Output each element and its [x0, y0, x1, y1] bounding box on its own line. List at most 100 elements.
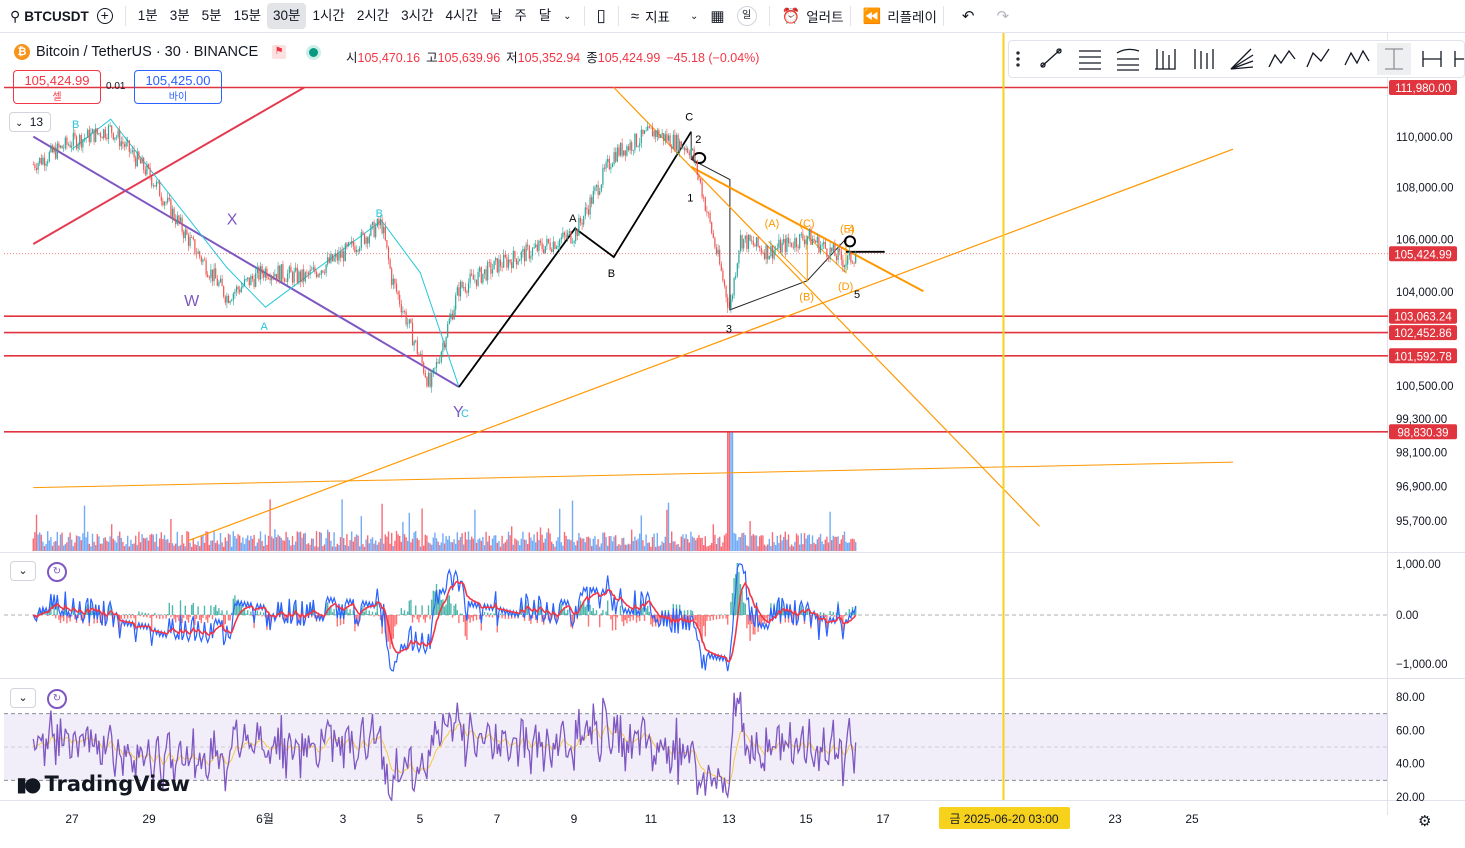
replay-button[interactable]: ⏪ 리플레이: [857, 0, 937, 32]
macd-histogram-bar: [631, 615, 633, 617]
candle-body: [690, 149, 692, 156]
volume-bar: [842, 535, 844, 551]
tradingview-logo[interactable]: ▮● TradingView: [16, 772, 190, 796]
redo-icon[interactable]: ↷: [996, 8, 1010, 25]
volume-bar: [755, 535, 758, 551]
volume-bar: [472, 538, 474, 551]
macd-histogram-bar: [223, 615, 225, 632]
volume-bar: [411, 538, 414, 551]
symbol-search[interactable]: ⚲ BTCUSDT: [0, 0, 89, 32]
volume-bar: [210, 540, 212, 551]
candle-body: [685, 148, 687, 151]
candle-body: [306, 272, 308, 274]
candle-body: [559, 239, 561, 247]
volume-bar: [624, 544, 626, 551]
macd-histogram-bar: [499, 613, 502, 615]
candlestick-style-icon[interactable]: ▯: [596, 6, 606, 25]
candle-body: [722, 270, 724, 281]
timeframe-9[interactable]: 날: [489, 8, 503, 23]
wave-label: 5: [854, 289, 860, 301]
volume-bar: [794, 541, 796, 551]
macd-histogram-bar: [218, 608, 220, 615]
layout-grid-icon[interactable]: ▦: [710, 8, 725, 25]
rsi-refresh-icon[interactable]: ↻: [47, 689, 67, 709]
symbol-legend[interactable]: ₿ Bitcoin / TetherUS · 30 · BINANCE ⚑: [14, 44, 322, 60]
volume-bar: [251, 538, 254, 551]
divider: [768, 6, 770, 26]
macd-histogram-bar: [175, 615, 177, 623]
timeframe-1[interactable]: 3분: [169, 8, 190, 23]
volume-bar: [135, 535, 137, 551]
candle-body: [831, 247, 833, 252]
chevron-down-icon: ⌄: [18, 565, 28, 577]
candle-body: [483, 269, 486, 274]
macd-histogram-bar: [295, 603, 297, 615]
collapse-indicators-button[interactable]: ⌄ 13: [9, 112, 51, 132]
macd-histogram-bar: [805, 610, 807, 615]
layout-badge[interactable]: 일: [736, 6, 757, 26]
alert-button[interactable]: ⏰ 얼러트: [776, 0, 844, 32]
gear-icon[interactable]: ⚙: [1418, 813, 1432, 830]
macd-collapse-button[interactable]: ⌄: [10, 561, 36, 581]
volume-bar: [79, 536, 81, 551]
timeframe-0[interactable]: 1분: [137, 8, 158, 23]
macd-histogram-bar: [730, 601, 732, 615]
wave-label: W: [184, 293, 200, 310]
volume-bar: [42, 541, 44, 551]
volume-bar: [133, 543, 135, 551]
candle-body: [549, 242, 551, 250]
volume-bar: [831, 540, 833, 551]
macd-histogram-bar: [210, 605, 212, 615]
candle-body: [551, 249, 553, 252]
macd-histogram-bar: [402, 613, 404, 615]
volume-bar: [448, 535, 450, 551]
volume-bar: [642, 540, 644, 551]
chevron-down-icon[interactable]: ⌄: [563, 10, 572, 22]
candle-body: [373, 221, 375, 238]
macd-refresh-icon[interactable]: ↻: [47, 562, 67, 582]
macd-histogram-bar: [53, 604, 55, 615]
timeframe-10[interactable]: 주: [514, 8, 527, 23]
flag-icon[interactable]: ⚑: [272, 45, 287, 59]
candle-body: [789, 242, 791, 244]
candle-body: [776, 248, 778, 250]
timeframe-4[interactable]: 30분: [267, 3, 307, 29]
volume-bar: [432, 537, 434, 551]
volume-bar: [703, 545, 705, 551]
volume-bar: [744, 535, 746, 551]
macd-histogram-bar: [176, 615, 178, 618]
macd-histogram-bar: [621, 615, 623, 622]
volume-bar: [584, 542, 586, 551]
volume-bar: [114, 540, 116, 551]
macd-histogram-bar: [512, 614, 514, 615]
volume-bar: [237, 534, 239, 551]
timeframe-3[interactable]: 15분: [233, 8, 262, 23]
timeframe-2[interactable]: 5분: [201, 8, 222, 23]
level-price-label: 102,452.86: [1394, 328, 1452, 340]
volume-bar: [603, 532, 606, 551]
candle-body: [719, 249, 721, 265]
volume-bar: [130, 539, 132, 551]
macd-histogram-bar: [55, 615, 57, 619]
sell-button[interactable]: 105,424.99 셀: [13, 70, 101, 104]
timeframe-5[interactable]: 1시간: [312, 8, 345, 23]
volume-bar: [320, 532, 322, 551]
volume-bar: [711, 542, 713, 551]
timeframe-11[interactable]: 달: [538, 8, 552, 23]
timeframe-7[interactable]: 3시간: [401, 8, 434, 23]
macd-histogram-bar: [339, 615, 342, 626]
volume-bar: [303, 533, 305, 551]
timeframe-8[interactable]: 4시간: [445, 8, 478, 23]
indicators-button[interactable]: ≈ 지표 ⌄: [625, 0, 704, 32]
undo-icon[interactable]: ↶: [961, 8, 975, 25]
macd-histogram-bar: [786, 609, 788, 615]
chevron-down-icon[interactable]: ⌄: [689, 10, 699, 22]
bitcoin-logo-icon: ₿: [14, 44, 30, 60]
buy-button[interactable]: 105,425.00 바이: [134, 70, 222, 104]
volume-bar: [245, 538, 247, 551]
rsi-collapse-button[interactable]: ⌄: [10, 688, 36, 708]
timeframe-6[interactable]: 2시간: [356, 8, 390, 23]
add-symbol-icon[interactable]: +: [96, 8, 113, 24]
candle-body: [850, 251, 852, 263]
